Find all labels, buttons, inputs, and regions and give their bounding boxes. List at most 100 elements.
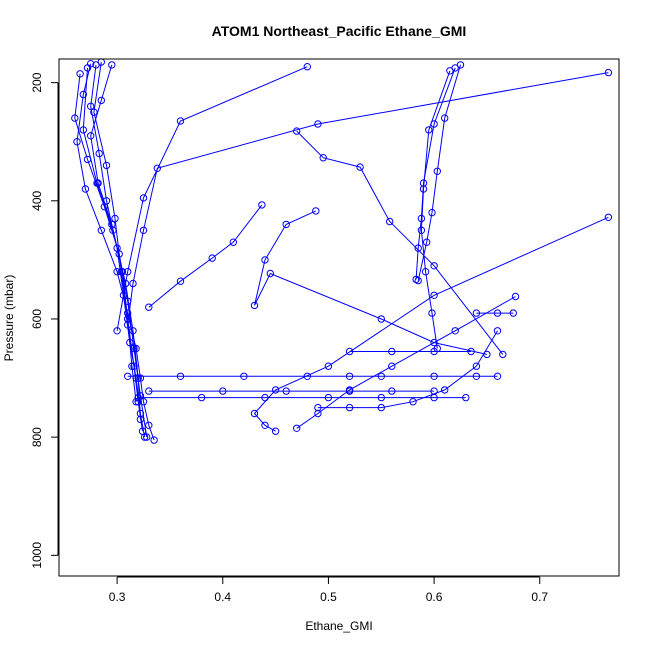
- data-point: [145, 303, 153, 311]
- series-line-19: [317, 330, 498, 409]
- data-point: [261, 393, 269, 402]
- data-point: [134, 393, 142, 402]
- data-point: [124, 321, 132, 329]
- data-point: [176, 372, 185, 380]
- data-point: [441, 386, 449, 394]
- data-point: [128, 362, 136, 370]
- data-point: [430, 338, 438, 347]
- data-point: [145, 387, 153, 395]
- data-point: [76, 70, 84, 78]
- series-line-12: [254, 210, 488, 355]
- data-point: [345, 387, 354, 395]
- data-point: [388, 387, 396, 395]
- x-tick-label: 0.4: [214, 590, 231, 604]
- data-point: [499, 350, 507, 359]
- data-point: [425, 126, 433, 134]
- data-point: [319, 154, 327, 162]
- x-tick-label: 0.3: [109, 590, 126, 604]
- data-point: [102, 161, 111, 170]
- data-point: [509, 309, 517, 317]
- data-point: [414, 244, 422, 252]
- data-point: [293, 127, 301, 135]
- data-point: [132, 344, 140, 353]
- series-line-15: [296, 296, 516, 429]
- data-point: [83, 64, 92, 72]
- series-line-10: [420, 70, 451, 349]
- data-point: [87, 132, 95, 140]
- data-point: [139, 226, 148, 235]
- data-point: [261, 421, 269, 429]
- data-point: [324, 362, 333, 370]
- y-tick-label: 200: [30, 72, 44, 92]
- data-point: [430, 372, 438, 380]
- data-point: [417, 226, 426, 235]
- y-tick-label: 600: [30, 309, 44, 329]
- data-point: [456, 61, 465, 69]
- data-point: [266, 269, 274, 278]
- y-axis-label: Pressure (mbar): [2, 275, 16, 362]
- data-point: [261, 256, 269, 264]
- data-point: [604, 213, 613, 222]
- series-line-7: [127, 72, 609, 325]
- data-point: [250, 301, 259, 310]
- data-point: [250, 409, 259, 418]
- data-point: [271, 386, 280, 394]
- x-axis-label: Ethane_GMI: [305, 619, 372, 633]
- data-point: [345, 403, 354, 412]
- data-point: [197, 393, 206, 402]
- data-point: [145, 421, 153, 429]
- data-point: [113, 327, 121, 335]
- data-point: [314, 403, 322, 412]
- data-point: [430, 291, 438, 299]
- data-point: [356, 163, 364, 171]
- data-point: [97, 96, 106, 105]
- data-point: [377, 372, 385, 380]
- data-point: [130, 344, 138, 353]
- data-point: [282, 220, 290, 229]
- data-point: [314, 409, 322, 418]
- data-point: [493, 309, 502, 317]
- data-point: [428, 309, 436, 317]
- data-point: [134, 374, 142, 382]
- data-point: [129, 327, 137, 335]
- data-point: [472, 372, 481, 380]
- data-point: [472, 362, 481, 370]
- data-point: [409, 398, 417, 406]
- data-point: [139, 398, 148, 406]
- data-point: [229, 238, 238, 246]
- chart-title: ATOM1 Northeast_Pacific Ethane_GMI: [212, 23, 467, 39]
- data-point: [93, 179, 101, 187]
- data-point: [467, 347, 475, 356]
- data-point: [414, 276, 422, 285]
- data-point: [345, 372, 354, 380]
- y-tick-label: 400: [30, 190, 44, 210]
- data-point: [153, 164, 162, 173]
- data-point: [511, 292, 520, 301]
- data-point: [388, 362, 396, 370]
- data-point: [472, 309, 481, 317]
- data-point: [111, 214, 119, 223]
- data-point: [136, 374, 145, 382]
- data-point: [303, 62, 311, 71]
- data-point: [176, 117, 185, 125]
- data-point: [108, 61, 116, 69]
- data-point: [81, 185, 90, 193]
- x-tick-label: 0.7: [531, 590, 548, 604]
- data-point: [100, 203, 109, 211]
- data-point: [324, 393, 333, 402]
- data-point: [419, 185, 428, 193]
- data-point: [87, 102, 95, 111]
- data-point: [377, 403, 385, 412]
- data-point: [441, 114, 449, 122]
- data-point: [97, 226, 106, 235]
- data-point: [124, 372, 132, 380]
- data-point: [293, 424, 301, 432]
- data-point: [136, 392, 145, 400]
- data-point: [90, 108, 98, 116]
- x-tick-label: 0.5: [320, 590, 337, 604]
- data-point: [314, 120, 322, 128]
- series-line-6: [116, 66, 308, 331]
- data-point: [430, 347, 438, 356]
- data-point: [282, 387, 290, 395]
